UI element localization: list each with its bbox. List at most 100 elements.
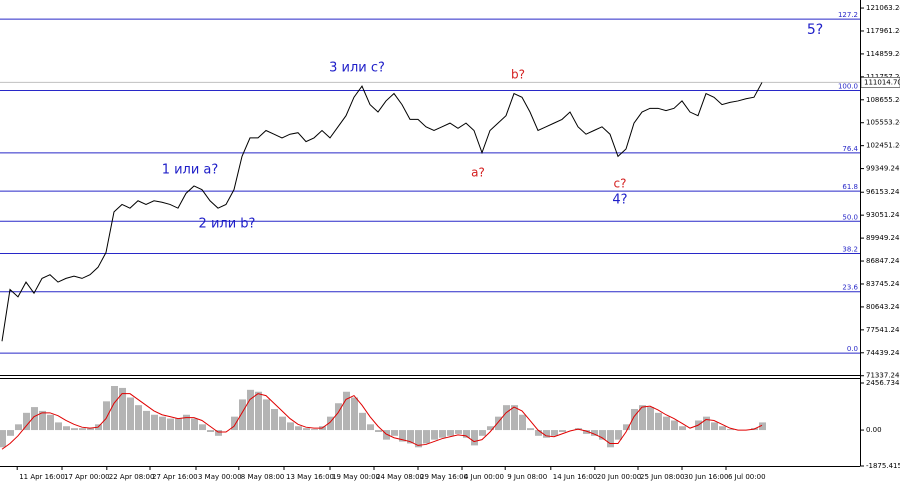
wave-annotation: 1 или а? [162,163,219,178]
y-tick-label: 2456.734 [866,379,900,387]
macd-bar [343,391,350,431]
y-tick-label: 111757.24 [866,73,900,81]
macd-bar [359,412,366,431]
y-tick-label: 80643.24 [866,303,900,311]
macd-bar [447,430,454,436]
level-label: 76.4 [842,145,858,153]
macd-bar [463,430,470,438]
macd-bar [231,416,238,431]
macd-bar [207,430,214,432]
x-tick-label: 4 Jun 00:00 [464,473,504,481]
x-tick-label: 19 May 00:00 [332,473,380,481]
macd-bar [47,414,54,431]
macd-bar [111,386,118,431]
macd-bar [423,430,430,444]
macd-bar [679,426,686,431]
x-tick-label: 20 Jun 00:00 [597,473,641,481]
macd-bar [535,430,542,436]
macd-bar [471,430,478,446]
y-tick-label: 99349.24 [866,165,900,173]
macd-bar [503,405,510,431]
wave-annotation: 2 или b? [199,217,256,232]
y-tick-label: 117961.24 [866,27,900,35]
macd-bar [351,397,358,431]
macd-bar [247,389,254,431]
y-tick-label: 89949.24 [866,234,900,242]
level-label: 100.0 [838,83,858,91]
wave-annotation: a? [471,166,485,180]
y-tick-label: 77541.24 [866,326,900,334]
x-tick-label: 11 Apr 16:00 [19,473,65,481]
macd-bar [71,428,78,431]
macd-bar [399,430,406,442]
macd-bar [255,391,262,431]
signal-line [1,393,763,450]
macd-bar [647,407,654,431]
macd-bar [183,414,190,431]
macd-bar [439,430,446,438]
macd-bar [415,430,422,448]
level-label: 50.0 [842,213,858,221]
macd-bar [479,430,486,436]
x-tick-label: 24 May 08:00 [376,473,424,481]
y-tick-label: 114859.24 [866,50,900,58]
macd-bar [527,428,534,431]
macd-bar [103,401,110,431]
macd-bar [127,397,134,431]
x-tick-label: 3 May 00:00 [198,473,242,481]
macd-bar [87,428,94,431]
macd-bar [367,424,374,431]
price-line [1,82,763,342]
wave-annotation: 5? [807,22,823,38]
macd-bar [159,416,166,431]
macd-bar [583,430,590,434]
y-tick-label: 0.00 [866,426,882,434]
macd-bar [327,416,334,431]
macd-bar [63,426,70,431]
macd-bar [759,422,766,431]
macd-bar [599,430,606,440]
wave-annotation: c? [614,177,627,191]
macd-bar [263,399,270,431]
macd-bar [487,426,494,431]
macd-bar [543,430,550,438]
macd-bar [239,399,246,431]
x-tick-label: 6 Jul 00:00 [728,473,766,481]
x-tick-label: 27 Apr 16:00 [152,473,198,481]
wave-annotation: 4? [612,193,627,208]
x-tick-label: 17 Apr 00:00 [64,473,110,481]
macd-bar [495,416,502,431]
y-tick-label: 86847.24 [866,257,900,265]
macd-bar [631,408,638,431]
wave-annotation: 3 или с? [329,61,385,76]
macd-bar [303,428,310,431]
x-tick-label: 9 Jun 08:00 [507,473,547,481]
y-tick-label: 105553.24 [866,119,900,127]
macd-bar [23,412,30,431]
macd-bar [31,407,38,431]
macd-bar [0,430,6,448]
level-label: 127.2 [838,11,858,19]
macd-bar [167,418,174,431]
level-label: 61.8 [842,183,858,191]
level-label: 23.6 [842,284,858,292]
macd-bar [135,405,142,431]
y-tick-label: 74439.24 [866,349,900,357]
x-tick-label: 13 May 16:00 [286,473,334,481]
x-tick-label: 29 May 16:00 [420,473,468,481]
macd-bar [407,430,414,444]
macd-bar [431,430,438,440]
y-tick-label: 96153.24 [866,188,900,196]
macd-bar [287,422,294,431]
x-tick-label: 14 Jun 16:00 [553,473,597,481]
y-tick-label: -1875.415 [866,462,900,470]
macd-bar [391,430,398,436]
macd-bar [383,430,390,440]
macd-bar [143,410,150,431]
macd-bar [639,405,646,431]
macd-bar [335,403,342,431]
last-price-box [860,77,900,88]
macd-bar [615,430,622,440]
y-tick-label: 108655.24 [866,96,900,104]
